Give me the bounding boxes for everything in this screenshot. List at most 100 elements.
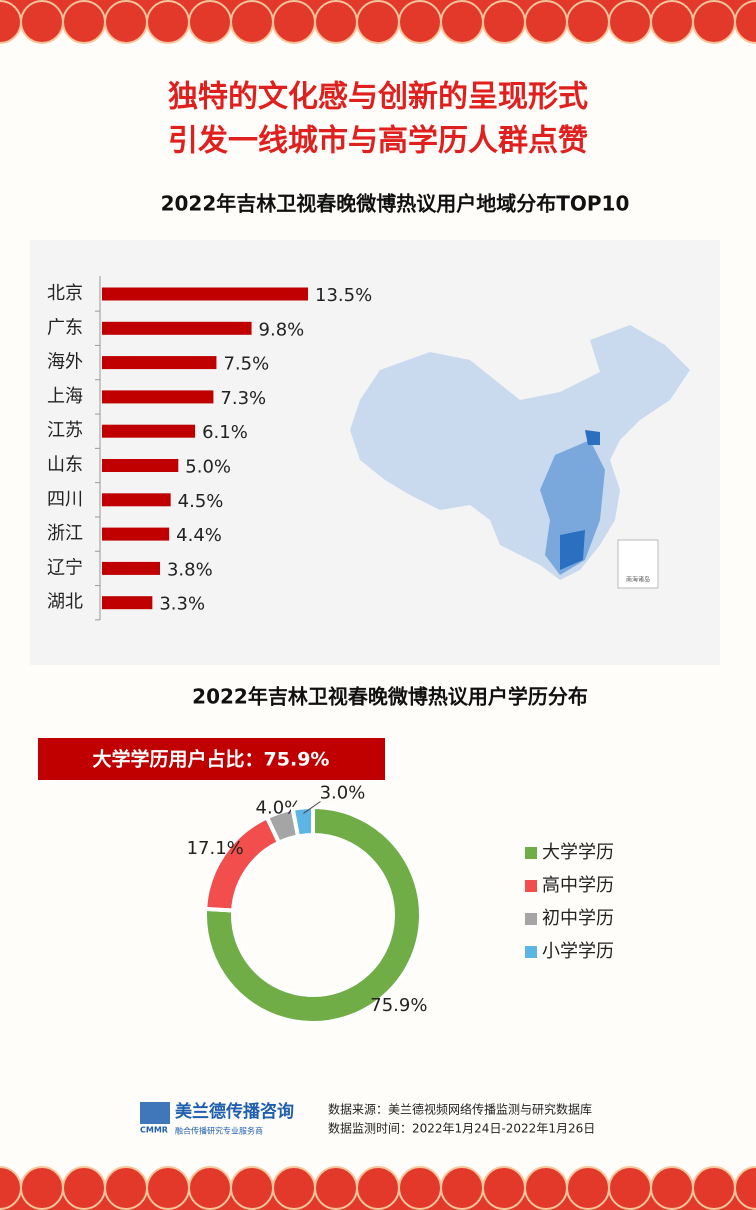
logo: 美兰德传播咨询 bbox=[175, 1101, 294, 1122]
value-label: 5.0% bbox=[185, 457, 231, 478]
scallop bbox=[272, 0, 316, 44]
scallop bbox=[104, 0, 148, 44]
bar bbox=[102, 424, 196, 438]
scallop bbox=[524, 0, 568, 44]
scallop bbox=[104, 1166, 148, 1210]
donut-segment bbox=[203, 804, 423, 1025]
legend-label: 大学学历 bbox=[542, 842, 614, 863]
bar bbox=[102, 321, 252, 335]
value-label: 6.1% bbox=[202, 422, 248, 443]
scallop bbox=[188, 1166, 232, 1210]
scallop bbox=[692, 0, 736, 44]
legend-swatch bbox=[525, 847, 537, 859]
scallop bbox=[398, 0, 442, 44]
scallop bbox=[314, 0, 358, 44]
map-region bbox=[560, 530, 585, 570]
value-label: 3.3% bbox=[159, 594, 205, 615]
scallop bbox=[230, 1166, 274, 1210]
value-label: 7.3% bbox=[220, 388, 266, 409]
legend-label: 小学学历 bbox=[542, 941, 614, 962]
category-label: 江苏 bbox=[47, 420, 83, 441]
bar bbox=[102, 561, 160, 575]
bar bbox=[102, 287, 309, 301]
scallop bbox=[482, 0, 526, 44]
bar bbox=[102, 527, 170, 541]
scallop bbox=[734, 1166, 756, 1210]
scallop bbox=[314, 1166, 358, 1210]
legend-label: 高中学历 bbox=[542, 875, 614, 896]
scallop bbox=[356, 1166, 400, 1210]
scallop bbox=[230, 0, 274, 44]
value-label: 4.4% bbox=[176, 525, 222, 546]
scallop bbox=[440, 0, 484, 44]
category-label: 辽宁 bbox=[47, 557, 83, 578]
map bbox=[350, 325, 690, 580]
chart-title: 2022年吉林卫视春晚微博热议用户地域分布TOP10 bbox=[161, 192, 630, 216]
scallop bbox=[20, 0, 64, 44]
scallop bbox=[482, 1166, 526, 1210]
legend-swatch bbox=[525, 913, 537, 925]
leader-line bbox=[303, 801, 321, 814]
bar bbox=[102, 459, 179, 472]
scallop bbox=[440, 1166, 484, 1210]
scallop bbox=[20, 1166, 64, 1210]
main-title: 独特的文化感与创新的呈现形式 bbox=[168, 80, 588, 115]
scallop bbox=[188, 0, 232, 44]
category-label: 上海 bbox=[47, 386, 83, 407]
map-region bbox=[540, 440, 605, 575]
scallop bbox=[146, 0, 190, 44]
value-label: 3.0% bbox=[320, 782, 366, 803]
scallop bbox=[608, 1166, 652, 1210]
logo-mark: CMMR bbox=[140, 1126, 168, 1135]
category-label: 北京 bbox=[47, 283, 83, 304]
map-note: 南海诸岛 bbox=[626, 576, 650, 584]
bar bbox=[102, 493, 171, 507]
banner bbox=[38, 738, 385, 780]
value-label: 4.5% bbox=[178, 491, 224, 512]
value-label: 3.8% bbox=[167, 559, 213, 580]
scallop bbox=[566, 0, 610, 44]
scallop bbox=[272, 1166, 316, 1210]
category-label: 四川 bbox=[47, 489, 83, 510]
category-label: 海外 bbox=[47, 352, 83, 373]
value-label: 7.5% bbox=[223, 354, 269, 375]
donut-segment bbox=[290, 804, 315, 839]
bar bbox=[102, 596, 153, 610]
scallop bbox=[608, 0, 652, 44]
scallop bbox=[146, 1166, 190, 1210]
value-label: 13.5% bbox=[315, 285, 372, 306]
legend-swatch bbox=[525, 880, 537, 892]
chart-title: 2022年吉林卫视春晚微博热议用户学历分布 bbox=[192, 685, 588, 709]
scallop bbox=[398, 1166, 442, 1210]
logo-tagline: 融合传播研究专业服务商 bbox=[175, 1126, 263, 1136]
scallop bbox=[62, 1166, 106, 1210]
scallop bbox=[650, 1166, 694, 1210]
bar bbox=[102, 356, 217, 370]
category-label: 浙江 bbox=[47, 523, 83, 544]
source: 数据来源：美兰德视频网络传播监测与研究数据库 bbox=[328, 1102, 592, 1117]
legend-swatch bbox=[525, 946, 537, 958]
scallop bbox=[650, 0, 694, 44]
value-label: 17.1% bbox=[187, 838, 244, 859]
value-label: 9.8% bbox=[259, 319, 305, 340]
map-region bbox=[585, 430, 600, 445]
legend-label: 初中学历 bbox=[542, 908, 614, 929]
period: 数据监测时间：2022年1月24日-2022年1月26日 bbox=[328, 1121, 595, 1136]
scallop bbox=[692, 1166, 736, 1210]
category-label: 山东 bbox=[47, 455, 83, 476]
bar bbox=[102, 390, 214, 404]
scallop bbox=[566, 1166, 610, 1210]
scallop bbox=[356, 0, 400, 44]
scallop bbox=[524, 1166, 568, 1210]
annotation: 大学学历用户占比：75.9% bbox=[93, 748, 330, 771]
scallop bbox=[734, 0, 756, 44]
category-label: 湖北 bbox=[47, 592, 83, 613]
main-title: 引发一线城市与高学历人群点赞 bbox=[168, 124, 588, 159]
logo-icon bbox=[140, 1102, 170, 1124]
value-label: 4.0% bbox=[256, 797, 302, 818]
value-label: 75.9% bbox=[370, 995, 427, 1016]
map-inset bbox=[617, 539, 659, 589]
scallop bbox=[62, 0, 106, 44]
